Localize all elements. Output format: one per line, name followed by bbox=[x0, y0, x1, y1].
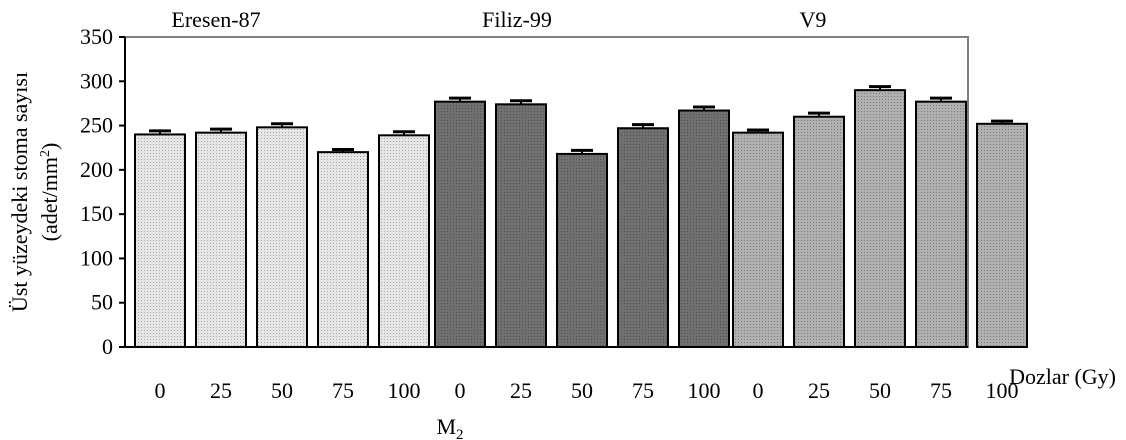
x-tick-label: 50 bbox=[271, 378, 293, 403]
y-axis-unit-label: (adet/mm2) bbox=[37, 143, 62, 242]
bar bbox=[378, 134, 430, 348]
group-label: Eresen-87 bbox=[171, 7, 260, 32]
x-tick-label: 50 bbox=[571, 378, 593, 403]
y-tick-label: 50 bbox=[91, 290, 113, 315]
x-axis-ticks: 0 25 50 75 100 0 25 50 75 100 0 25 50 75 100 bbox=[155, 378, 1019, 403]
x-tick-label: 25 bbox=[210, 378, 232, 403]
y-tick-label: 0 bbox=[102, 334, 113, 359]
x-tick-label: 100 bbox=[986, 378, 1019, 403]
group-label: V9 bbox=[800, 7, 827, 32]
x-tick-label: 75 bbox=[332, 378, 354, 403]
x-tick-label: 0 bbox=[155, 378, 166, 403]
bar bbox=[134, 133, 186, 348]
x-tick-label: 25 bbox=[808, 378, 830, 403]
bar bbox=[317, 151, 369, 348]
bars-layer bbox=[134, 85, 1028, 349]
x-axis-label: M2 bbox=[436, 414, 463, 440]
doses-label: Dozlar (Gy) bbox=[1009, 364, 1116, 389]
bar bbox=[556, 152, 608, 348]
bar bbox=[256, 126, 308, 349]
y-axis-ticks: 0 50 100 150 200 250 300 350 bbox=[80, 24, 125, 359]
x-tick-label: 50 bbox=[869, 378, 891, 403]
y-tick-label: 300 bbox=[80, 68, 113, 93]
bar bbox=[793, 115, 845, 349]
y-tick-label: 200 bbox=[80, 157, 113, 182]
x-tick-label: 100 bbox=[688, 378, 721, 403]
x-tick-label: 25 bbox=[510, 378, 532, 403]
x-tick-label: 100 bbox=[388, 378, 421, 403]
bar bbox=[854, 89, 906, 349]
bar bbox=[495, 103, 547, 348]
bar bbox=[434, 100, 486, 348]
y-tick-label: 350 bbox=[80, 24, 113, 49]
bar bbox=[976, 122, 1028, 348]
y-tick-label: 100 bbox=[80, 245, 113, 270]
y-axis-label: Üst yüzeydeki stoma sayısı bbox=[7, 72, 32, 312]
bar bbox=[195, 131, 247, 348]
bar bbox=[678, 109, 730, 348]
group-labels: Eresen-87 Filiz-99 V9 bbox=[171, 7, 826, 32]
x-tick-label: 0 bbox=[753, 378, 764, 403]
bar bbox=[732, 131, 784, 348]
y-tick-label: 150 bbox=[80, 201, 113, 226]
x-tick-label: 0 bbox=[455, 378, 466, 403]
bar bbox=[915, 100, 967, 348]
x-tick-label: 75 bbox=[632, 378, 654, 403]
y-tick-label: 250 bbox=[80, 113, 113, 138]
x-tick-label: 75 bbox=[930, 378, 952, 403]
bar bbox=[617, 127, 669, 348]
group-label: Filiz-99 bbox=[482, 7, 552, 32]
